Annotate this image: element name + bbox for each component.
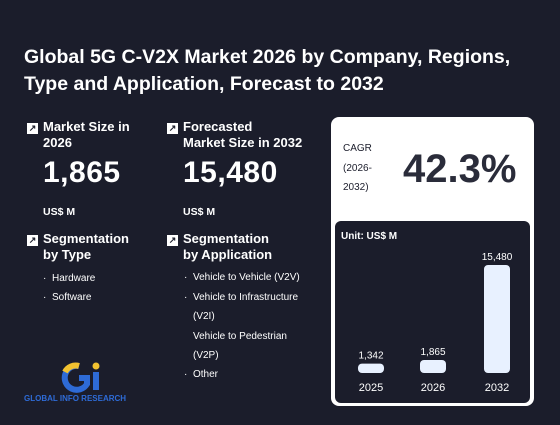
seg-app-item: Vehicle to Pedestrian (193, 330, 287, 344)
bar-value-label: 15,480 (482, 252, 513, 263)
seg-app-item-text: Vehicle to Pedestrian (193, 331, 287, 342)
seg-type-item: · Hardware (43, 272, 96, 286)
forecast-label: Forecasted Market Size in 2032 (183, 119, 302, 151)
bullet-icon: · (184, 369, 188, 380)
seg-type-label: Segmentation by Type (43, 231, 129, 263)
cagr-label-line2: (2026- (343, 163, 372, 174)
chart-unit-label: Unit: US$ M (341, 231, 398, 242)
chart-box: Unit: US$ M 1,342 2025 1,865 2026 15,480 2032 (335, 221, 530, 403)
cagr-card: CAGR (2026- 2032) 42.3% Unit: US$ M 1,34… (331, 117, 534, 406)
seg-app-item: · Other (184, 368, 219, 382)
bar-value-label: 1,342 (358, 351, 383, 362)
seg-app-item-cont: (V2I) (193, 311, 215, 322)
market-size-label: Market Size in 2026 (43, 119, 130, 151)
seg-app-label-line1: Segmentation (183, 231, 269, 246)
arrow-up-right-icon: ↗ (27, 123, 38, 134)
market-size-label-line2: 2026 (43, 135, 72, 150)
x-tick-label: 2026 (421, 382, 445, 394)
page-title: Global 5G C-V2X Market 2026 by Company, … (24, 46, 511, 95)
arrow-up-right-icon: ↗ (167, 123, 178, 134)
bullet-icon: · (43, 273, 47, 284)
seg-type-item: · Software (43, 291, 92, 305)
logo-mark-icon (61, 362, 100, 393)
x-tick-label: 2025 (359, 382, 383, 394)
logo: GLOBAL INFO RESEARCH (24, 360, 144, 406)
bullet-icon: · (43, 292, 47, 303)
forecast-label-line2: Market Size in 2032 (183, 135, 303, 150)
forecast-value: 15,480 (183, 156, 278, 189)
arrow-up-right-icon: ↗ (167, 235, 178, 246)
seg-type-item-text: Hardware (52, 273, 96, 284)
seg-type-label-line1: Segmentation (43, 231, 129, 246)
x-tick-label: 2032 (485, 382, 509, 394)
forecast-label-line1: Forecasted (183, 119, 253, 134)
seg-app-item-text: Other (193, 369, 219, 380)
bar-value-label: 1,865 (420, 347, 445, 358)
bar-2025 (358, 363, 384, 373)
seg-type-item-text: Software (52, 292, 92, 303)
seg-app-item-text: Vehicle to Vehicle (V2V) (193, 272, 300, 283)
cagr-label-line1: CAGR (343, 143, 372, 154)
seg-app-item-text: Vehicle to Infrastructure (193, 292, 299, 303)
market-size-value: 1,865 (43, 156, 121, 189)
logo-text: GLOBAL INFO RESEARCH (24, 394, 127, 403)
arrow-up-right-icon: ↗ (27, 235, 38, 246)
forecast-unit: US$ M (183, 206, 216, 218)
seg-app-label-line2: by Application (183, 247, 273, 262)
bar-2026 (420, 359, 446, 373)
market-size-unit: US$ M (43, 206, 76, 218)
cagr-label-line3: 2032) (343, 182, 369, 193)
market-size-label-line1: Market Size in (43, 119, 130, 134)
bullet-icon: · (184, 272, 188, 283)
bullet-icon: · (184, 292, 188, 303)
seg-type-label-line2: by Type (43, 247, 92, 262)
seg-app-item: · Vehicle to Infrastructure (184, 291, 299, 305)
seg-app-item-cont: (V2P) (193, 350, 219, 361)
seg-app-item: · Vehicle to Vehicle (V2V) (184, 271, 300, 285)
bar-chart: 1,342 2025 1,865 2026 15,480 2032 (358, 252, 513, 394)
bar-2032 (484, 265, 510, 373)
seg-app-label: Segmentation by Application (183, 231, 272, 263)
cagr-value: 42.3% (403, 147, 517, 191)
